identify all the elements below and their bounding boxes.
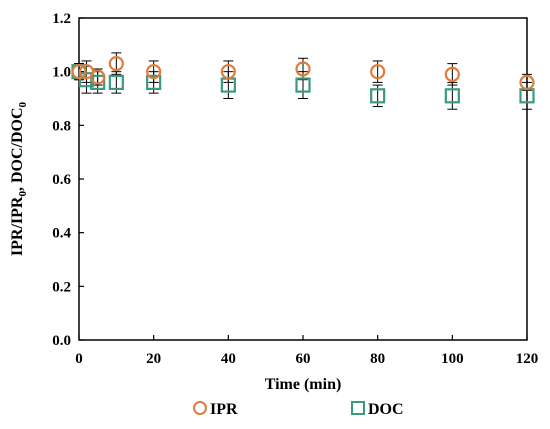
y-tick-label: 0.2 [52,279,71,295]
y-tick-label: 0.8 [52,118,71,134]
ipr-point [71,64,87,80]
x-axis-title: Time (min) [265,376,342,393]
y-axis-title-subscript: 0 [17,191,29,197]
y-tick-label: 0.0 [52,333,71,349]
y-axis-title-part: , DOC/DOC [9,107,26,191]
ipr-point [444,66,460,82]
doc-point [295,77,311,93]
y-axis-title-subscript: 0 [17,101,29,107]
y-axis-ticks: 0.0 0.2 0.4 0.6 0.8 1.0 1.2 [52,11,84,349]
ipr-point [146,64,162,80]
doc-point [444,88,460,104]
x-tick-label: 100 [441,351,464,367]
y-axis-title: IPR/IPR0, DOC/DOC0 [9,101,29,256]
legend-ipr-label: IPR [210,401,238,418]
ipr-point [220,64,236,80]
doc-point [108,74,124,91]
legend: IPR DOC [193,401,404,418]
y-axis-title-part: IPR/IPR [9,196,26,256]
x-tick-label: 60 [296,351,311,367]
y-tick-label: 0.4 [52,226,71,242]
data-markers [71,56,535,104]
y-tick-label: 0.6 [52,172,71,188]
y-tick-label: 1.0 [52,65,71,81]
x-tick-label: 40 [221,351,236,367]
doc-point [370,88,386,104]
x-axis-ticks: 0 20 40 60 80 100 120 [75,335,538,367]
doc-point [90,74,106,91]
doc-point [78,72,95,88]
legend-ipr-marker [193,401,207,415]
doc-point [146,74,162,91]
x-tick-label: 120 [516,351,539,367]
legend-doc-label: DOC [368,401,404,418]
y-tick-label: 1.2 [52,11,71,27]
ipr-point [108,56,124,72]
legend-doc-marker [351,401,365,415]
ipr-point [90,69,106,85]
error-bars [74,52,532,110]
ipr-point [370,64,386,80]
ipr-point [519,74,535,91]
x-tick-label: 80 [370,351,385,367]
x-tick-label: 20 [146,351,161,367]
ipr-point [295,61,311,77]
x-tick-label: 0 [75,351,83,367]
